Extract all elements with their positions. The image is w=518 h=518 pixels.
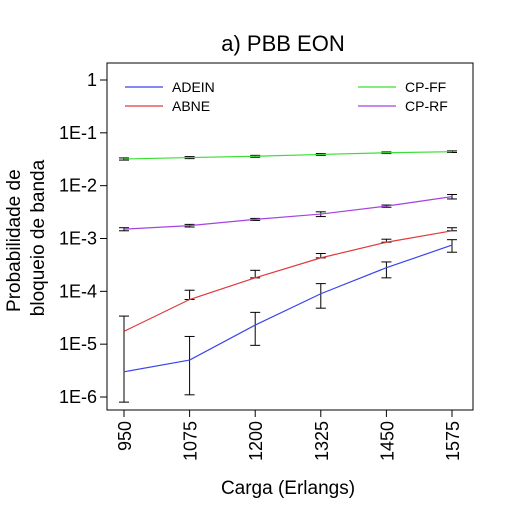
y-axis-label-line-2: bloqueio de banda — [28, 159, 49, 316]
x-tick-label: 1575 — [443, 421, 463, 461]
legend: ADEIN ABNE CP-FF CP-RF — [125, 79, 448, 114]
legend-label-cp-rf: CP-RF — [405, 98, 448, 114]
series-line-abne — [123, 230, 453, 332]
y-tick-label: 1E-1 — [59, 123, 97, 143]
legend-label-cp-ff: CP-FF — [405, 79, 446, 95]
series-adein — [119, 239, 457, 403]
y-tick-label: 1E-5 — [59, 334, 97, 354]
y-axis-ticks: 1 1E-1 1E-2 1E-3 1E-4 1E-5 1E-6 — [59, 70, 107, 407]
x-tick-label: 950 — [115, 421, 135, 451]
series-layer — [119, 150, 457, 403]
chart-title: a) PBB EON — [221, 31, 344, 56]
series-line-cp-rf — [123, 196, 453, 230]
x-axis-ticks: 950 1075 1200 1325 1450 1575 — [115, 410, 463, 461]
y-tick-label: 1 — [87, 70, 97, 90]
x-tick-label: 1075 — [181, 421, 201, 461]
x-tick-label: 1325 — [312, 421, 332, 461]
series-cp-ff — [119, 150, 457, 161]
legend-label-adein: ADEIN — [172, 79, 215, 95]
legend-label-abne: ABNE — [172, 98, 210, 114]
series-line-cp-ff — [123, 151, 453, 160]
y-tick-label: 1E-6 — [59, 387, 97, 407]
x-axis-label: Carga (Erlangs) — [221, 478, 355, 499]
y-axis-label-line-1: Probabilidade de — [4, 169, 25, 312]
plot-frame — [106, 62, 474, 411]
y-tick-label: 1E-2 — [59, 176, 97, 196]
y-tick-label: 1E-4 — [59, 281, 97, 301]
series-line-adein — [123, 244, 453, 373]
series-cp-rf — [119, 194, 457, 232]
series-abne — [123, 227, 457, 332]
x-tick-label: 1450 — [377, 421, 397, 461]
x-tick-label: 1200 — [246, 421, 266, 461]
y-axis-label: Probabilidade de bloqueio de banda — [4, 159, 49, 316]
y-tick-label: 1E-3 — [59, 229, 97, 249]
